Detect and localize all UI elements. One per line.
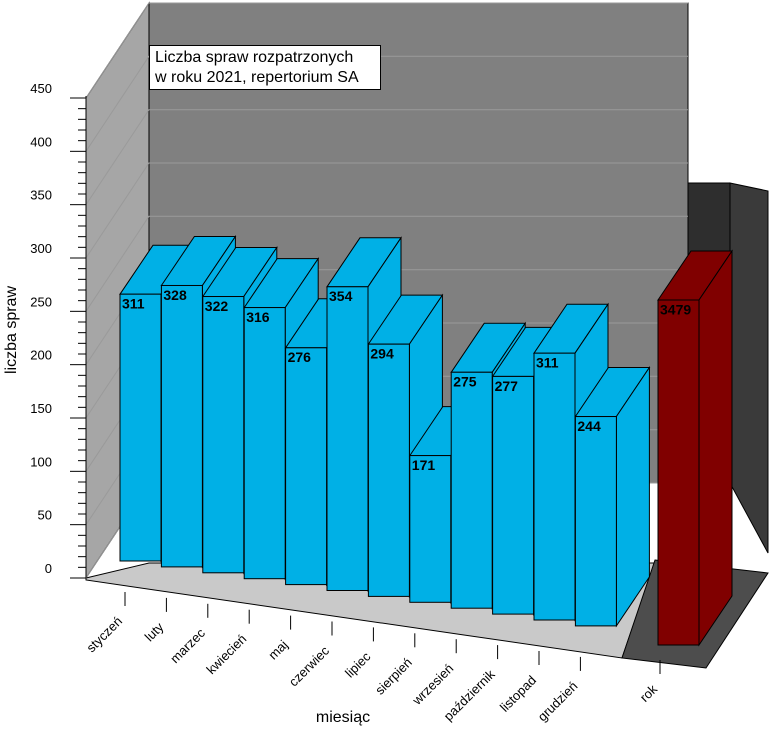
bar-front	[492, 375, 535, 615]
y-tick-label: 150	[30, 401, 52, 416]
x-tick-label: lipiec	[342, 649, 374, 681]
bar-value-label: 277	[495, 378, 519, 394]
bar-value-label: 276	[288, 349, 312, 365]
gridline	[85, 2, 688, 99]
bar: 244	[574, 365, 651, 628]
total-bar: 3479	[657, 249, 733, 647]
bar-front	[285, 347, 328, 586]
chart-title-line-1: Liczba spraw rozpatrzonych	[155, 49, 354, 66]
bar-front	[367, 343, 410, 597]
y-tick-label: 200	[30, 348, 52, 363]
y-tick-label: 100	[30, 454, 52, 469]
bar-front	[450, 371, 493, 609]
bar-value-label: 311	[536, 355, 559, 371]
x-tick-label: czerwiec	[286, 643, 333, 690]
y-tick-label: 400	[30, 134, 52, 149]
bar-front	[202, 296, 245, 574]
x-tick-label: rok	[637, 681, 661, 705]
bar-front	[533, 352, 576, 621]
bar-value-label: 294	[370, 346, 394, 362]
bar-front	[326, 286, 369, 591]
gridline	[85, 162, 688, 259]
x-tick-label: styczeń	[83, 614, 125, 656]
bar-front	[409, 455, 452, 603]
bars: 311 328 322 316 276 354 294 171 275 277 311 244 3479	[119, 234, 733, 647]
x-tick-label: sierpień	[372, 655, 415, 698]
bar-value-label: 316	[246, 309, 270, 325]
bar-value-label: 171	[412, 457, 436, 473]
bar-value-label: 354	[329, 288, 353, 304]
gridline	[85, 109, 688, 205]
x-tick-label: listopad	[497, 673, 539, 715]
x-tick-label: grudzień	[535, 678, 581, 724]
bar-value-label: 328	[163, 287, 187, 303]
x-axis-title: miesiąc	[316, 709, 370, 726]
bar-value-label: 275	[453, 374, 477, 390]
y-tick-label: 50	[38, 508, 52, 523]
bar-front	[657, 299, 700, 646]
gridline	[85, 215, 688, 312]
bar-front	[119, 293, 162, 562]
x-tick-label: kwiecień	[203, 631, 249, 677]
x-tick-label: marzec	[167, 625, 208, 666]
chart-title: Liczba spraw rozpatrzonych w roku 2021, …	[149, 45, 381, 90]
y-axis: 0 50 100 150 200 250 300 350 400 450	[30, 81, 87, 579]
bar-front	[574, 416, 617, 627]
y-tick-label: 350	[30, 188, 52, 203]
bar-front	[160, 284, 203, 568]
x-tick-label: wrzesień	[409, 661, 457, 709]
y-tick-label: 250	[30, 294, 52, 309]
bar-value-label: 322	[205, 298, 229, 314]
bar-side	[698, 249, 733, 647]
y-tick-label: 300	[30, 241, 52, 256]
bar-value-label: 3479	[660, 301, 691, 317]
chart-title-line-2: w roku 2021, repertorium SA	[155, 69, 359, 86]
bar-value-label: 311	[122, 296, 145, 312]
x-tick-label: maj	[265, 637, 290, 662]
y-tick-label: 450	[30, 81, 52, 96]
y-axis-title: liczba spraw	[3, 286, 20, 374]
total-side-wall	[729, 182, 769, 554]
y-tick-label: 0	[45, 561, 52, 576]
x-tick-label: luty	[142, 619, 167, 644]
bar-value-label: 244	[577, 418, 601, 434]
bar-front	[243, 307, 286, 580]
